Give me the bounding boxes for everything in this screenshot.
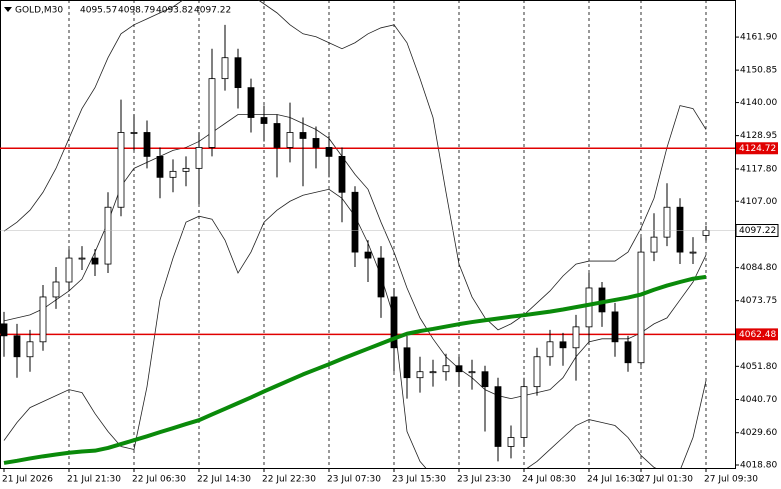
candle-body [221, 57, 229, 80]
candle-body [143, 132, 151, 157]
y-tick-label: 4040.70 [740, 395, 777, 405]
x-tick-label: 27 Jul 09:30 [704, 475, 758, 485]
x-tick-label: 21 Jul 2026 [2, 475, 53, 485]
y-tick-label: 4051.80 [740, 362, 777, 372]
x-tick-label: 22 Jul 14:30 [197, 475, 251, 485]
level-label-box [736, 142, 778, 155]
x-tick-label: 21 Jul 21:30 [67, 475, 121, 485]
candle-body [572, 326, 580, 349]
candle-body [351, 191, 359, 253]
moving-average [3, 274, 707, 465]
candle-body [429, 371, 437, 374]
bollinger-upper [3, 0, 707, 331]
candle-body [234, 57, 242, 89]
candle-body [247, 87, 255, 118]
candle-body [416, 371, 424, 379]
x-tick-label: 24 Jul 16:30 [587, 475, 641, 485]
candle-body [533, 356, 541, 388]
y-tick-label: 4107.00 [740, 197, 777, 207]
candle-body [52, 281, 60, 298]
y-tick-label: 4018.80 [740, 461, 777, 471]
candle-body [39, 296, 47, 343]
last-close: 4097.22 [194, 6, 231, 16]
level-label: 4124.72 [739, 144, 776, 154]
y-tick-label: 4073.75 [740, 296, 777, 306]
x-tick-label: 22 Jul 06:30 [132, 475, 186, 485]
candle-body [156, 155, 164, 178]
candle-body [546, 341, 554, 358]
candle-body [130, 132, 138, 134]
candle-body [26, 341, 34, 358]
candle-body [455, 365, 463, 373]
y-tick-label: 4161.90 [740, 33, 777, 43]
candle-body [650, 236, 658, 253]
y-tick-label: 4117.80 [740, 164, 777, 174]
x-tick-label: 27 Jul 01:30 [639, 475, 693, 485]
candle-body [286, 132, 294, 148]
candle-body [611, 311, 619, 343]
x-tick-label: 24 Jul 08:30 [522, 475, 576, 485]
current-price-box [735, 224, 779, 238]
last-high: 4098.79 [118, 6, 155, 16]
menu-icon [4, 7, 12, 12]
candle-body [182, 167, 190, 172]
y-tick-label: 4029.60 [740, 428, 777, 438]
y-tick-label: 4084.80 [740, 263, 777, 273]
candle-body [442, 365, 450, 373]
candle-body [91, 257, 99, 265]
y-tick-label: 4150.85 [740, 66, 777, 76]
symbol: GOLD,M30 [15, 6, 63, 16]
plot-area [0, 0, 735, 468]
candle-body [676, 206, 684, 253]
chart-title: GOLD,M30 4095.57 4098.79 4093.82 4097.22 [4, 6, 231, 16]
candle-body [325, 147, 333, 157]
candle-body [702, 230, 710, 236]
candle-body [312, 138, 320, 148]
candle-body [169, 170, 177, 178]
candle-body [273, 123, 281, 148]
candle-body [624, 341, 632, 364]
candle-body [520, 386, 528, 438]
y-tick-label: 4140.00 [740, 98, 777, 108]
candle-body [299, 132, 307, 139]
candle-body [663, 206, 671, 238]
x-tick-label: 23 Jul 23:30 [457, 475, 511, 485]
candle-body [559, 341, 567, 349]
candle-body [13, 335, 21, 358]
candle-body [403, 347, 411, 379]
candle-body [585, 287, 593, 328]
candle-body [117, 132, 125, 208]
last-open: 4095.57 [80, 6, 117, 16]
candle-body [507, 437, 515, 447]
candle-body [195, 147, 203, 169]
level-label-box [736, 328, 778, 341]
candle-body [390, 296, 398, 349]
current-price-label: 4097.22 [739, 226, 776, 236]
candle-body [208, 78, 216, 148]
y-tick-label: 4128.95 [740, 131, 777, 141]
candle-body [0, 323, 8, 337]
candle-body [468, 371, 476, 374]
candle-body [65, 257, 73, 283]
x-tick-label: 23 Jul 15:30 [392, 475, 446, 485]
candle-body [104, 206, 112, 265]
candle-body [494, 386, 502, 447]
candle-body [689, 251, 697, 254]
level-label: 4062.48 [739, 330, 776, 340]
candle-body [260, 117, 268, 124]
candle-body [377, 257, 385, 298]
candle-body [78, 257, 86, 260]
candle-body [364, 251, 372, 259]
last-low: 4093.82 [156, 6, 193, 16]
candle-body [637, 251, 645, 364]
candle-body [481, 371, 489, 388]
candle-body [338, 155, 346, 193]
plot-frame [0, 0, 736, 469]
x-tick-label: 23 Jul 07:30 [327, 475, 381, 485]
x-tick-label: 22 Jul 22:30 [262, 475, 316, 485]
